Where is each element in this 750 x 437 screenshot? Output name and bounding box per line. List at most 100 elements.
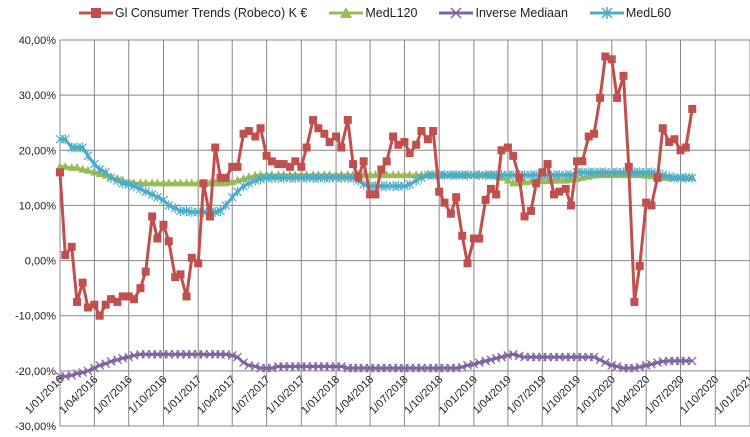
data-point [630, 297, 639, 306]
data-point [394, 170, 403, 179]
legend-item-robeco[interactable]: Gl Consumer Trends (Robeco) K € [78, 6, 308, 20]
data-point [251, 132, 260, 141]
data-point [164, 237, 173, 246]
data-point [95, 311, 104, 320]
data-point [382, 363, 392, 373]
data-point [607, 360, 617, 370]
data-point [688, 104, 697, 113]
data-point [600, 358, 610, 368]
data-point [56, 161, 64, 170]
series-2 [55, 349, 697, 381]
data-point [538, 168, 547, 177]
data-point [113, 297, 122, 306]
data-point [106, 295, 115, 304]
data-point [141, 178, 150, 187]
asterisk-marker-icon [589, 7, 624, 19]
data-point [475, 234, 484, 243]
data-point [291, 157, 300, 166]
data-point [279, 362, 289, 371]
data-point [514, 351, 524, 361]
data-point [446, 209, 455, 218]
data-point [72, 162, 81, 171]
data-point [359, 363, 369, 373]
data-point [543, 160, 552, 169]
data-point [577, 352, 587, 362]
data-point [566, 201, 575, 210]
data-point [101, 300, 110, 309]
data-point [130, 295, 139, 304]
data-point [286, 162, 294, 171]
data-point [199, 349, 208, 359]
data-point [78, 368, 88, 377]
data-point [543, 352, 552, 362]
data-point [314, 124, 323, 133]
y-axis-labels: 40,00% 30,00% 20,00% 10,00% 0,00% -10,00% -20,… [15, 35, 56, 433]
data-point [377, 165, 386, 174]
data-point [106, 172, 116, 183]
legend-item-medl60[interactable]: MedL60 [589, 6, 671, 20]
data-point [366, 190, 375, 199]
data-point [359, 157, 368, 166]
data-point [228, 162, 237, 171]
data-point [136, 183, 145, 194]
data-point [577, 167, 587, 178]
data-point [538, 176, 547, 185]
data-point [630, 363, 639, 373]
legend-item-inverse-mediaan[interactable]: Inverse Mediaan [439, 6, 568, 20]
data-point [681, 172, 691, 183]
data-point [336, 362, 346, 371]
data-point [227, 350, 237, 360]
data-point [405, 179, 415, 190]
data-point [325, 172, 335, 183]
data-point [658, 124, 667, 133]
data-point [170, 203, 180, 214]
data-point [159, 220, 168, 229]
data-point [187, 253, 196, 262]
data-point [619, 71, 628, 80]
data-point [520, 177, 529, 186]
legend-item-medl120[interactable]: MedL120 [329, 6, 417, 20]
data-point [194, 259, 203, 268]
data-point [681, 143, 690, 152]
data-point [635, 362, 645, 372]
data-point [256, 124, 265, 133]
data-point [61, 251, 70, 260]
data-point [67, 370, 77, 380]
data-point [481, 195, 490, 204]
data-point [624, 162, 633, 171]
data-point [112, 175, 122, 186]
legend-label: Gl Consumer Trends (Robeco) K € [114, 6, 308, 20]
data-point [244, 178, 254, 189]
data-point [411, 175, 421, 186]
data-point [474, 170, 484, 181]
data-point [405, 170, 414, 179]
data-point [508, 349, 518, 359]
data-point [129, 181, 139, 192]
data-point [687, 356, 697, 366]
data-point [83, 303, 92, 312]
y-tick-label: -30,00% [15, 421, 56, 433]
data-point [251, 170, 260, 179]
data-point [366, 170, 375, 179]
data-point [371, 170, 380, 179]
data-point [412, 170, 421, 179]
data-point [147, 189, 157, 200]
data-point [297, 162, 306, 171]
data-point [600, 167, 610, 178]
data-point [187, 349, 197, 359]
data-point [325, 362, 335, 371]
data-point [182, 178, 191, 187]
data-point [474, 358, 484, 368]
data-point [554, 170, 564, 181]
data-point [509, 151, 518, 160]
data-point [136, 178, 145, 187]
data-point [520, 352, 529, 362]
data-point [417, 126, 426, 135]
data-point [440, 170, 449, 181]
data-point [83, 165, 92, 174]
data-point [573, 157, 582, 166]
data-point [543, 176, 552, 185]
data-point [601, 52, 610, 61]
data-point [440, 198, 449, 207]
data-point [171, 273, 180, 282]
